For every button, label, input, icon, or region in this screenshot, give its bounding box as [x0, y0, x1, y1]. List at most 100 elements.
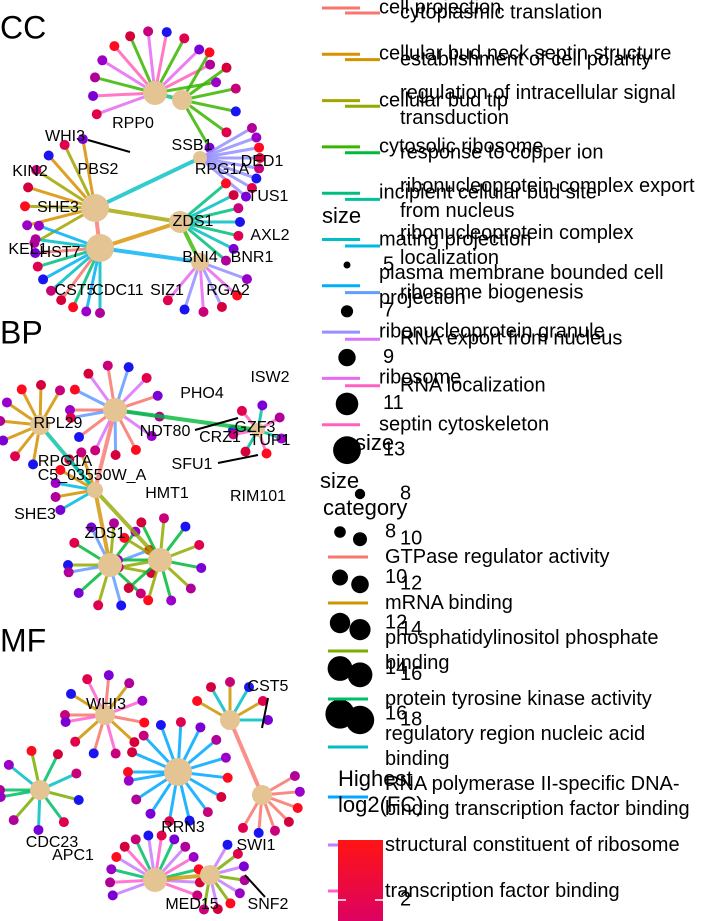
gene-node [30, 248, 41, 259]
gene-node [109, 41, 120, 52]
gene-node [234, 888, 245, 899]
gene-node [244, 682, 254, 693]
gene-node [91, 109, 102, 120]
gene-node [108, 518, 119, 529]
category-node [251, 423, 265, 437]
legend-label: cellular bud tip [379, 89, 508, 112]
gene-node [110, 748, 121, 759]
legend-title: category [323, 495, 408, 520]
legend-label: mRNA binding [385, 591, 513, 614]
size-key [343, 261, 351, 269]
size-label: 8 [385, 520, 396, 542]
gene-node [58, 817, 69, 828]
legend-label: transcription factor binding [385, 879, 620, 902]
gene-label: WHI3 [86, 696, 126, 713]
gene-node [88, 90, 99, 101]
size-label: 7 [383, 300, 394, 322]
gene-node [220, 255, 231, 266]
category-node [148, 548, 172, 572]
colorbar [338, 840, 383, 921]
edge [199, 146, 260, 160]
legend-label: regulation of intracellular signal trans… [400, 82, 676, 130]
gene-node [50, 491, 61, 502]
gene-node [74, 432, 85, 443]
gene-node [211, 77, 222, 88]
gene-node [88, 748, 99, 759]
gene-node [143, 595, 154, 606]
gene-label: C5_03550W_A [38, 467, 147, 484]
gene-node [276, 433, 287, 444]
gene-node [137, 695, 148, 706]
gene-node [38, 274, 49, 285]
gene-label: DED1 [241, 153, 284, 170]
gene-node [152, 390, 163, 401]
gene-node [3, 759, 14, 770]
label-leader [87, 139, 131, 153]
size-label: 12 [385, 611, 407, 633]
gene-node [123, 775, 134, 786]
gene-label: SHE3 [37, 199, 79, 216]
gene-label: RPP0 [112, 115, 154, 132]
gene-node [162, 295, 173, 306]
category-node [200, 865, 220, 885]
legend-label: septin cytoskeleton [379, 413, 550, 436]
gene-label: AXL2 [250, 227, 289, 244]
gene-node [103, 670, 114, 681]
gene-label: CDC11 [92, 282, 143, 299]
gene-node [195, 722, 206, 733]
gene-node [253, 827, 264, 838]
gene-label: APC1 [52, 847, 94, 864]
gene-node [241, 274, 252, 285]
gene-node [86, 522, 97, 533]
size-label: 12 [400, 573, 422, 595]
gene-label: CDC23 [26, 834, 79, 851]
gene-node [257, 400, 268, 411]
gene-node [111, 851, 122, 862]
gene-node [180, 521, 191, 532]
gene-label: TUP1 [250, 432, 291, 449]
legend-label: establishment of cell polarity [400, 48, 652, 71]
size-label: 16 [385, 702, 407, 724]
gene-node [283, 816, 294, 827]
gene-node [225, 677, 235, 687]
gene-node [130, 834, 141, 845]
gene-label: MED15 [165, 896, 218, 913]
size-key [354, 488, 366, 500]
gene-node [221, 62, 232, 73]
gene-node [46, 285, 57, 296]
gene-node [269, 825, 280, 836]
gene-label: SSB1 [172, 137, 213, 154]
edge [94, 206, 181, 224]
gene-node [52, 749, 63, 760]
gene-node [232, 290, 243, 301]
category-node [30, 780, 50, 800]
gene-node [220, 178, 231, 189]
edge [199, 156, 253, 190]
gene-label: TUS1 [248, 188, 289, 205]
gene-node [141, 372, 152, 383]
category-node [169, 211, 191, 233]
gene-node [129, 737, 140, 748]
gene-node [116, 600, 127, 611]
gene-node [143, 830, 154, 841]
gene-node [166, 595, 177, 606]
legend-title: size [320, 468, 359, 493]
gene-node [65, 405, 75, 415]
edge [199, 156, 260, 170]
panel-title: CC [0, 9, 46, 45]
label-leader [244, 874, 266, 898]
edge [228, 719, 264, 796]
gene-node [222, 772, 233, 783]
gene-node [205, 59, 216, 70]
gene-node [69, 537, 80, 548]
gene-node [263, 715, 273, 725]
size-label: 14 [385, 657, 407, 679]
gene-label: CRZ1 [199, 429, 241, 446]
panel-title: BP [0, 314, 43, 350]
size-label: 10 [385, 566, 407, 588]
gene-node [60, 716, 71, 727]
size-key [353, 532, 367, 547]
gene-node [225, 898, 236, 909]
gene-node [254, 142, 265, 153]
gene-label: SNF2 [248, 896, 289, 913]
